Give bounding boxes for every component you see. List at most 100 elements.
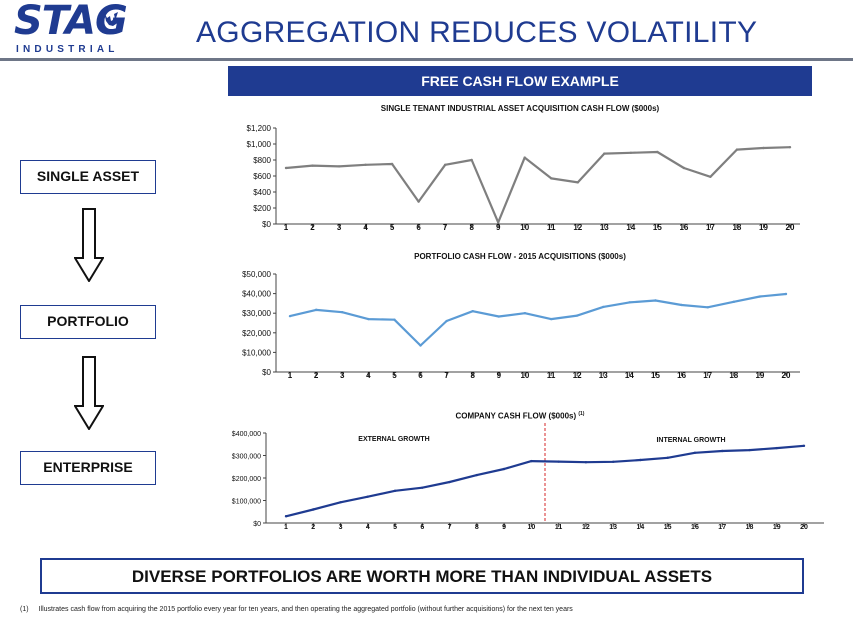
y-tick-label: $1,000: [247, 140, 272, 149]
x-tick-label: 7: [443, 223, 448, 232]
data-point: [611, 460, 615, 463]
y-tick-label: $400: [253, 188, 271, 197]
data-point: [654, 299, 657, 302]
data-point: [393, 489, 397, 493]
portfolio-label: PORTFOLIO: [20, 305, 156, 339]
data-point: [445, 319, 448, 323]
data-point: [557, 460, 560, 463]
x-tick-label: 2: [310, 223, 315, 232]
x-tick-label: 20: [786, 223, 795, 232]
x-tick-label: 1: [284, 223, 289, 232]
x-tick-label: 20: [782, 371, 791, 380]
data-point: [709, 175, 712, 178]
data-point: [497, 315, 501, 318]
x-tick-label: 12: [573, 223, 582, 232]
data-point: [680, 303, 683, 307]
y-tick-label: $0: [262, 368, 271, 377]
x-tick-label: 15: [651, 371, 660, 380]
footnote-text: Illustrates cash flow from acquiring the…: [38, 606, 573, 613]
y-tick-label: $1,200: [247, 124, 272, 133]
x-tick-label: 14: [625, 371, 634, 380]
data-point: [584, 461, 588, 464]
data-point: [576, 181, 579, 184]
data-point: [367, 317, 370, 321]
title-divider: [0, 58, 853, 61]
data-point: [530, 459, 533, 463]
data-point: [523, 312, 527, 315]
key-message: DIVERSE PORTFOLIOS ARE WORTH MORE THAN I…: [40, 558, 804, 594]
x-tick-label: 18: [746, 524, 754, 531]
x-tick-label: 8: [471, 371, 476, 380]
x-tick-label: 10: [527, 524, 535, 531]
x-tick-label: 3: [340, 371, 345, 380]
data-point: [603, 152, 606, 155]
x-tick-label: 5: [392, 371, 397, 380]
x-tick-label: 5: [390, 223, 395, 232]
x-tick-label: 13: [609, 524, 617, 531]
x-tick-label: 10: [520, 371, 529, 380]
enterprise-label: ENTERPRISE: [20, 451, 156, 485]
data-point: [628, 301, 631, 304]
data-point: [775, 446, 778, 450]
external-growth-annotation: EXTERNAL GROWTH: [358, 436, 429, 443]
data-point: [288, 314, 292, 318]
data-point: [390, 162, 394, 166]
footnote: (1) Illustrates cash flow from acquiring …: [20, 606, 840, 613]
data-point: [339, 501, 342, 504]
x-tick-label: 4: [366, 524, 370, 531]
data-point: [732, 300, 735, 304]
data-point: [475, 473, 479, 477]
y-tick-label: $0: [253, 521, 261, 528]
x-tick-label: 2: [314, 371, 319, 380]
footnote-mark: (1): [20, 606, 29, 613]
x-tick-label: 16: [677, 371, 686, 380]
x-tick-label: 13: [600, 223, 609, 232]
portfolio-chart: PORTFOLIO CASH FLOW - 2015 ACQUISITIONS …: [210, 250, 830, 400]
data-point: [784, 292, 788, 296]
x-tick-label: 19: [755, 371, 764, 380]
x-tick-label: 17: [703, 371, 712, 380]
data-point: [788, 146, 792, 149]
single-asset-chart: SINGLE TENANT INDUSTRIAL ASSET ACQUISITI…: [210, 100, 830, 250]
data-point: [762, 146, 765, 150]
x-tick-label: 4: [363, 223, 368, 232]
y-tick-label: $800: [253, 156, 271, 165]
data-point: [706, 306, 709, 309]
x-tick-label: 9: [496, 223, 501, 232]
data-point: [523, 156, 526, 159]
data-point: [470, 158, 473, 162]
stag-logo: STAG INDUSTRIAL: [14, 0, 142, 56]
x-tick-label: 2: [311, 524, 315, 531]
company-chart: COMPANY CASH FLOW ($000s) (1) $0 $100,000…: [210, 405, 830, 555]
down-arrow-icon: [74, 208, 104, 282]
x-tick-label: 7: [448, 524, 452, 531]
x-tick-label: 10: [520, 223, 529, 232]
data-point: [721, 449, 724, 453]
series-line: [285, 444, 805, 518]
data-point: [311, 164, 314, 167]
x-tick-label: 11: [547, 223, 556, 232]
data-point: [575, 314, 579, 317]
x-tick-label: 8: [469, 223, 474, 232]
stag-head-icon: [104, 12, 119, 26]
data-point: [656, 150, 659, 154]
x-tick-label: 12: [582, 524, 590, 531]
y-tick-label: $400,000: [232, 431, 261, 438]
x-tick-label: 16: [691, 524, 699, 531]
series-line: [285, 146, 791, 224]
data-point: [497, 221, 500, 224]
single-asset-label: SINGLE ASSET: [20, 160, 156, 194]
x-tick-label: 19: [773, 524, 781, 531]
y-tick-label: $30,000: [242, 309, 271, 318]
chart-title-text: COMPANY CASH FLOW ($000s): [455, 411, 577, 421]
x-tick-label: 15: [653, 223, 662, 232]
data-point: [448, 480, 451, 484]
section-banner: FREE CASH FLOW EXAMPLE: [228, 66, 812, 96]
data-point: [443, 163, 447, 166]
data-point: [666, 456, 669, 459]
x-tick-label: 18: [729, 371, 738, 380]
data-point: [364, 163, 367, 166]
series-line: [289, 292, 787, 347]
